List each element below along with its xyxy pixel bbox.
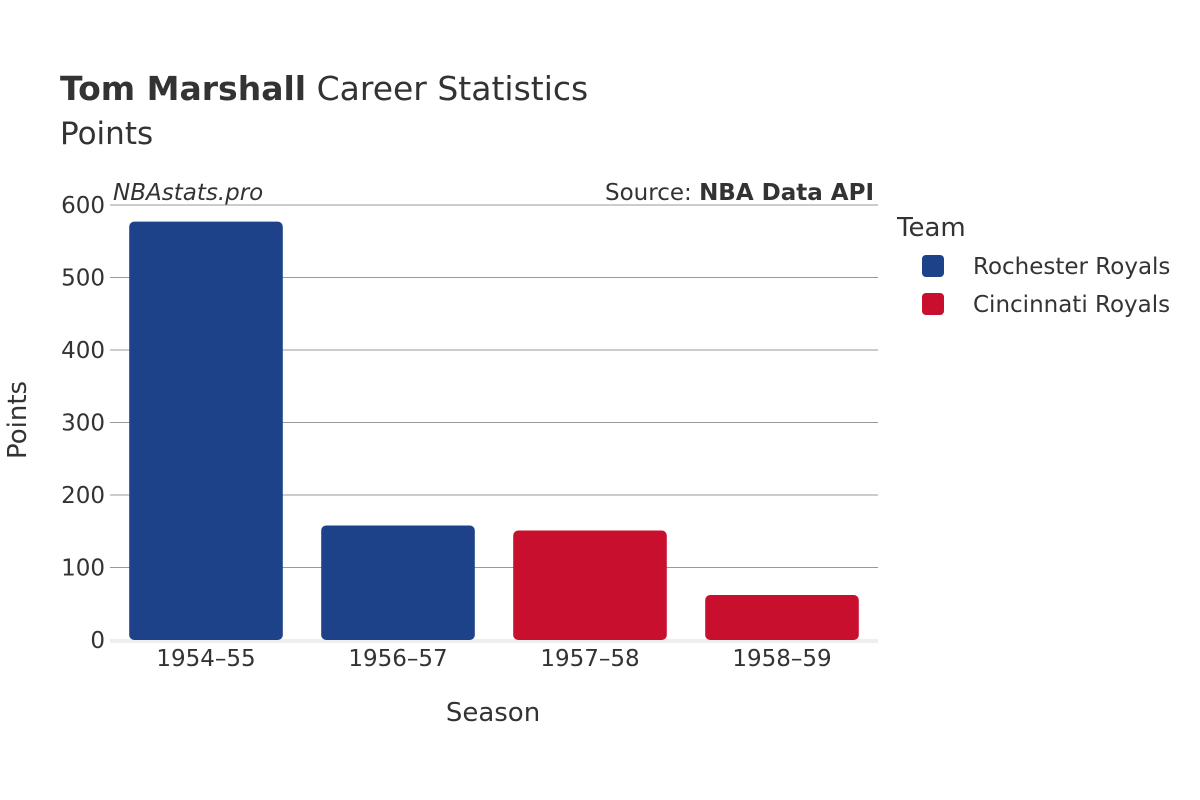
watermark: NBAstats.pro [113,180,263,206]
source-credit: Source: NBA Data API [605,180,874,206]
y-tick-label: 200 [61,483,105,509]
y-tick-label: 500 [61,266,105,292]
bar [705,595,859,640]
x-tick-label: 1954–55 [156,646,255,672]
y-axis-ticks: 0 100 200 300 400 500 600 [61,193,105,654]
x-tick-label: 1958–59 [732,646,831,672]
bar [129,221,283,641]
legend: Team Rochester Royals Cincinnati Royals [896,213,1170,318]
x-axis-ticks: 1954–55 1956–57 1957–58 1958–59 [156,646,831,672]
x-tick-label: 1957–58 [540,646,639,672]
legend-label: Rochester Royals [973,254,1170,280]
legend-title: Team [896,213,966,243]
chart-title: Tom Marshall Career Statistics [60,69,588,108]
x-tick-label: 1956–57 [348,646,447,672]
legend-label: Cincinnati Royals [973,292,1170,318]
legend-items: Rochester Royals Cincinnati Royals [922,254,1170,318]
y-tick-label: 600 [61,193,105,219]
y-tick-label: 400 [61,338,105,364]
x-axis-title: Season [446,698,540,728]
bar [513,530,667,640]
y-tick-label: 300 [61,411,105,437]
bar [321,525,475,640]
y-tick-label: 100 [61,556,105,582]
y-axis-title: Points [3,381,33,459]
legend-swatch [922,293,944,315]
chart-title-player: Tom Marshall [60,69,306,108]
bars [129,221,859,641]
legend-swatch [922,255,944,277]
source-value: NBA Data API [699,180,874,206]
y-tick-label: 0 [90,628,105,654]
chart-title-rest: Career Statistics [306,69,588,108]
chart-subtitle: Points [60,116,153,152]
source-label: Source: [605,180,699,206]
